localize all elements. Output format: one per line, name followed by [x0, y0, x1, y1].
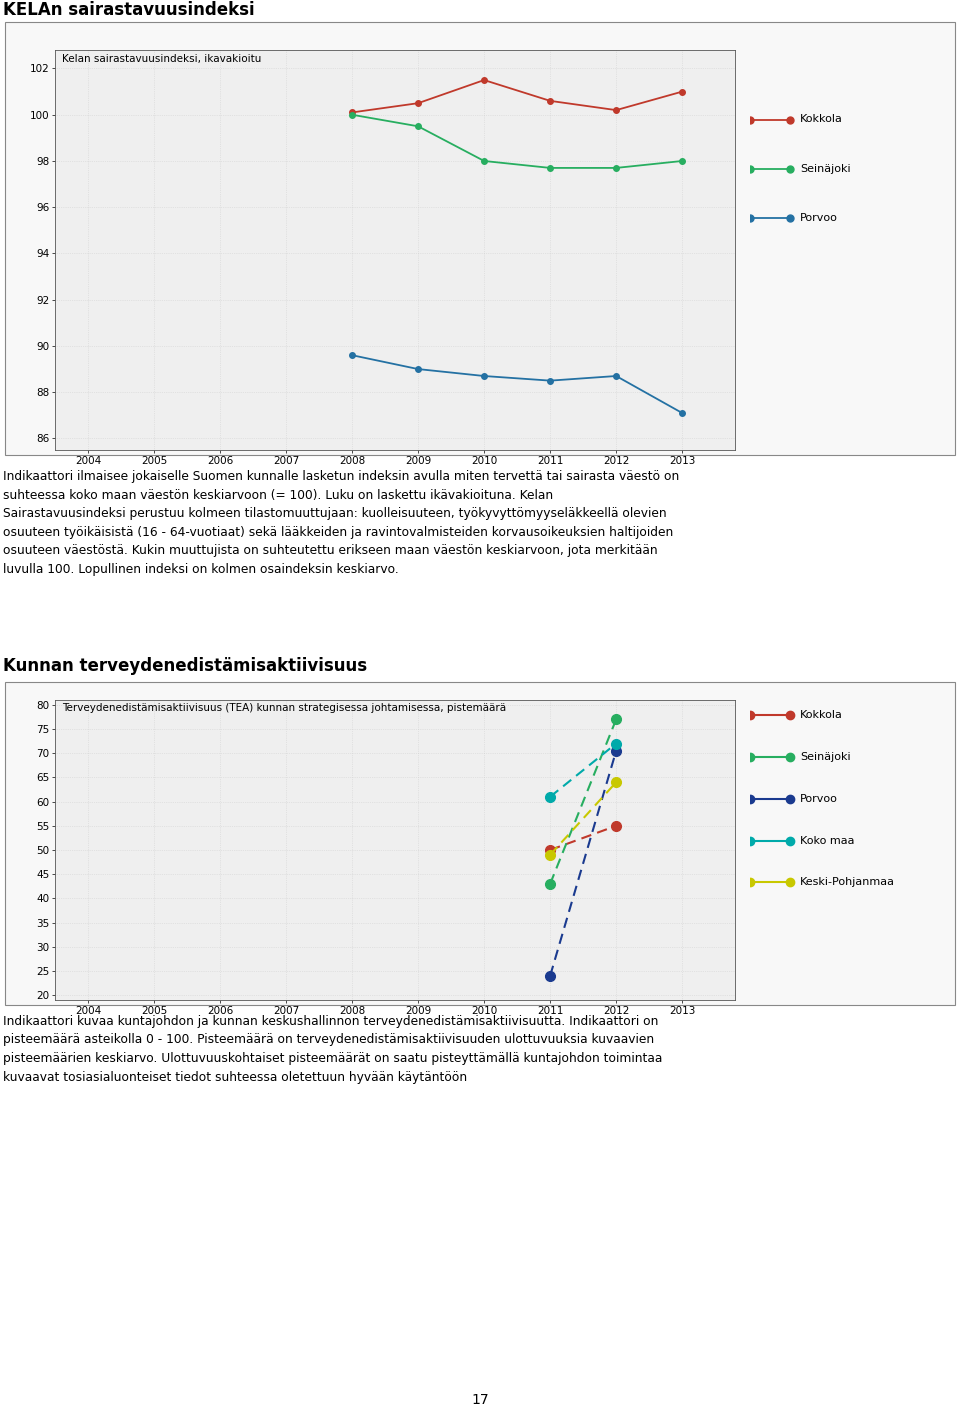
- Porvoo: [611, 368, 622, 385]
- Line: Koko maa: Koko maa: [545, 739, 621, 802]
- Koko maa: [544, 789, 556, 806]
- Porvoo: [478, 368, 490, 385]
- Porvoo: [544, 372, 556, 389]
- Seinäjoki: [611, 159, 622, 176]
- Text: Keski-Pohjanmaa: Keski-Pohjanmaa: [800, 877, 895, 887]
- Line: Porvoo: Porvoo: [545, 746, 621, 981]
- Keski-Pohjanmaa: [544, 846, 556, 863]
- Text: Kokkola: Kokkola: [800, 710, 843, 721]
- Text: Porvoo: Porvoo: [800, 793, 838, 803]
- Line: Seinäjoki: Seinäjoki: [349, 112, 685, 170]
- Line: Porvoo: Porvoo: [349, 352, 685, 416]
- Koko maa: [611, 735, 622, 752]
- Line: Kokkola: Kokkola: [349, 77, 685, 115]
- Text: Seinäjoki: Seinäjoki: [800, 165, 851, 175]
- Text: Terveydenedistämisaktiivisuus (TEA) kunnan strategisessa johtamisessa, pistemäär: Terveydenedistämisaktiivisuus (TEA) kunn…: [61, 702, 506, 712]
- Kokkola: [611, 817, 622, 834]
- Kokkola: [544, 92, 556, 109]
- Kokkola: [413, 95, 424, 112]
- Seinäjoki: [478, 152, 490, 169]
- Porvoo: [347, 346, 358, 363]
- Porvoo: [413, 360, 424, 377]
- Text: Indikaattori kuvaa kuntajohdon ja kunnan keskushallinnon terveydenedistämisaktii: Indikaattori kuvaa kuntajohdon ja kunnan…: [3, 1015, 662, 1084]
- Text: 17: 17: [471, 1393, 489, 1408]
- Text: Porvoo: Porvoo: [800, 213, 838, 223]
- Kokkola: [611, 102, 622, 119]
- Line: Keski-Pohjanmaa: Keski-Pohjanmaa: [545, 778, 621, 860]
- Text: Koko maa: Koko maa: [800, 836, 854, 846]
- Keski-Pohjanmaa: [611, 773, 622, 790]
- Text: Indikaattori ilmaisee jokaiselle Suomen kunnalle lasketun indeksin avulla miten : Indikaattori ilmaisee jokaiselle Suomen …: [3, 470, 680, 576]
- Seinäjoki: [611, 711, 622, 728]
- Porvoo: [611, 742, 622, 759]
- Text: Kelan sairastavuusindeksi, ikavakioitu: Kelan sairastavuusindeksi, ikavakioitu: [61, 54, 261, 64]
- Seinäjoki: [544, 876, 556, 893]
- Text: Seinäjoki: Seinäjoki: [800, 752, 851, 762]
- Seinäjoki: [413, 118, 424, 135]
- Line: Seinäjoki: Seinäjoki: [545, 715, 621, 888]
- Seinäjoki: [347, 106, 358, 123]
- Text: KELAn sairastavuusindeksi: KELAn sairastavuusindeksi: [3, 1, 254, 18]
- Text: Kokkola: Kokkola: [800, 115, 843, 125]
- Kokkola: [677, 84, 688, 101]
- Kokkola: [544, 841, 556, 858]
- Kokkola: [347, 104, 358, 121]
- Porvoo: [544, 968, 556, 985]
- Text: Kunnan terveydenedistämisaktiivisuus: Kunnan terveydenedistämisaktiivisuus: [3, 657, 367, 675]
- Seinäjoki: [544, 159, 556, 176]
- Kokkola: [478, 71, 490, 88]
- Porvoo: [677, 404, 688, 421]
- Line: Kokkola: Kokkola: [545, 822, 621, 854]
- Seinäjoki: [677, 152, 688, 169]
